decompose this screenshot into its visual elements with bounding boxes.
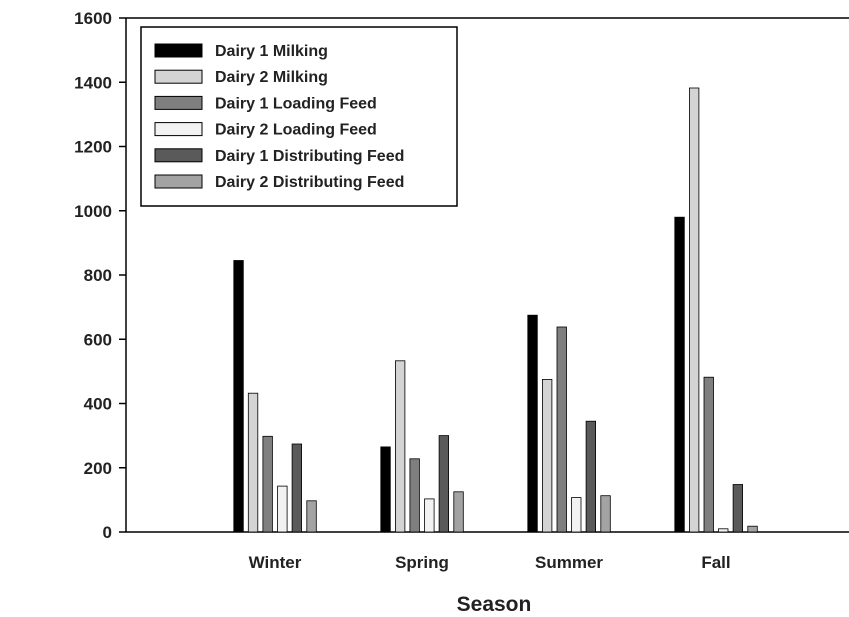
- legend-swatch: [154, 69, 203, 84]
- x-category-label: Winter: [249, 553, 302, 572]
- x-category-label: Summer: [535, 553, 603, 572]
- y-tick-label: 1000: [74, 202, 112, 221]
- y-tick-label: 1200: [74, 138, 112, 157]
- bar: [409, 458, 420, 533]
- bar: [424, 498, 435, 533]
- legend-swatch: [154, 174, 203, 189]
- bar: [718, 528, 729, 533]
- legend-label: Dairy 2 Loading Feed: [215, 122, 377, 139]
- legend-label: Dairy 2 Distributing Feed: [215, 174, 404, 191]
- bar: [585, 420, 596, 533]
- bar: [527, 314, 538, 533]
- bar: [600, 495, 611, 533]
- legend-label: Dairy 2 Milking: [215, 69, 328, 86]
- legend-label: Dairy 1 Milking: [215, 43, 328, 60]
- y-tick-label: 0: [103, 523, 112, 542]
- bar: [703, 376, 714, 533]
- bar: [674, 216, 685, 533]
- bar: [394, 360, 406, 533]
- y-tick-label: 200: [84, 459, 112, 478]
- bar: [262, 435, 273, 533]
- x-category-label: Fall: [701, 553, 730, 572]
- legend-swatch: [154, 148, 203, 163]
- legend: Dairy 1 Milking Dairy 2 Milking Dairy 1 Lo…: [140, 26, 458, 207]
- bar: [732, 484, 743, 533]
- legend-label: Dairy 1 Loading Feed: [215, 95, 377, 112]
- legend-label: Dairy 1 Distributing Feed: [215, 148, 404, 165]
- bar: [306, 500, 317, 533]
- bar: [689, 87, 700, 533]
- legend-swatch: [154, 95, 203, 110]
- bar: [747, 525, 758, 533]
- x-axis-title: Season: [457, 593, 532, 616]
- legend-swatch: [154, 122, 203, 137]
- y-ticks: 0 200 400 600 800 1000 1200 1400 1600: [74, 9, 126, 542]
- y-tick-label: 600: [84, 330, 112, 349]
- bar: [542, 378, 553, 533]
- y-tick-label: 400: [84, 395, 112, 414]
- bars: [233, 87, 758, 533]
- y-tick-label: 800: [84, 266, 112, 285]
- bar: [556, 326, 567, 533]
- bar: [571, 497, 582, 533]
- legend-swatch: [154, 43, 203, 58]
- bar: [380, 446, 391, 533]
- bar: [453, 491, 464, 533]
- bar: [438, 435, 450, 533]
- y-tick-label: 1600: [74, 9, 112, 28]
- bar: [291, 443, 303, 533]
- x-categories: Winter Spring Summer Fall: [249, 553, 731, 572]
- y-tick-label: 1400: [74, 73, 112, 92]
- bar: [233, 260, 244, 533]
- bar: [247, 392, 259, 533]
- bar: [277, 485, 288, 533]
- x-category-label: Spring: [395, 553, 449, 572]
